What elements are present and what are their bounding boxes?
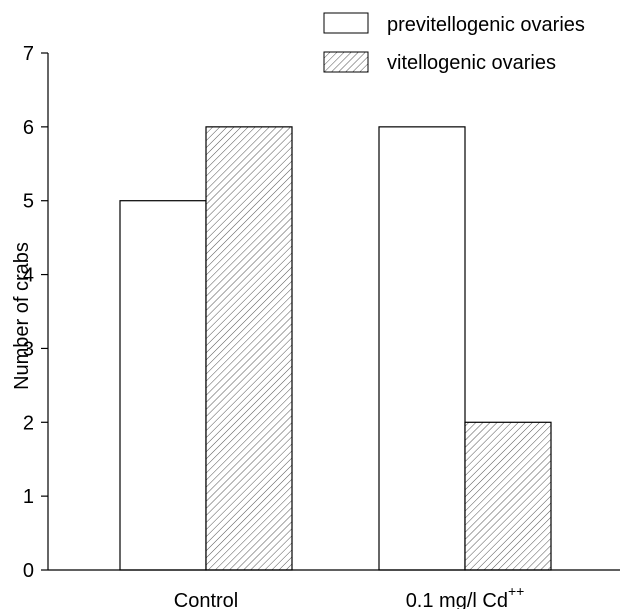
legend-label-vitellogenic: vitellogenic ovaries [387,52,556,74]
x-category-label: Control [174,590,238,609]
bars [119,126,552,571]
y-tick-label: 5 [23,191,34,213]
y-tick-label: 7 [23,43,34,65]
x-axis: Control 0.1 mg/l Cd++ [48,569,620,609]
legend-swatch-vitellogenic [323,51,369,73]
y-tick-label: 2 [23,412,34,434]
y-axis-title: Number of crabs [11,242,33,390]
legend-swatch-previtellogenic [323,12,369,34]
bar-vitellogenic [464,421,552,571]
y-axis: 0 1 2 3 4 5 6 7 [23,43,49,582]
legend-label-previtellogenic: previtellogenic ovaries [387,14,585,36]
bar-previtellogenic [119,200,207,571]
y-tick-label: 3 [23,338,34,360]
bar-vitellogenic [205,126,293,571]
y-tick-label: 6 [23,117,34,139]
y-tick-label: 0 [23,560,34,582]
legend: previtellogenic ovaries vitellogenic ova… [323,12,585,74]
y-tick-label: 1 [23,486,34,508]
y-tick-label: 4 [23,265,34,287]
bar-previtellogenic [378,126,466,571]
x-category-label: 0.1 mg/l Cd++ [406,583,525,609]
